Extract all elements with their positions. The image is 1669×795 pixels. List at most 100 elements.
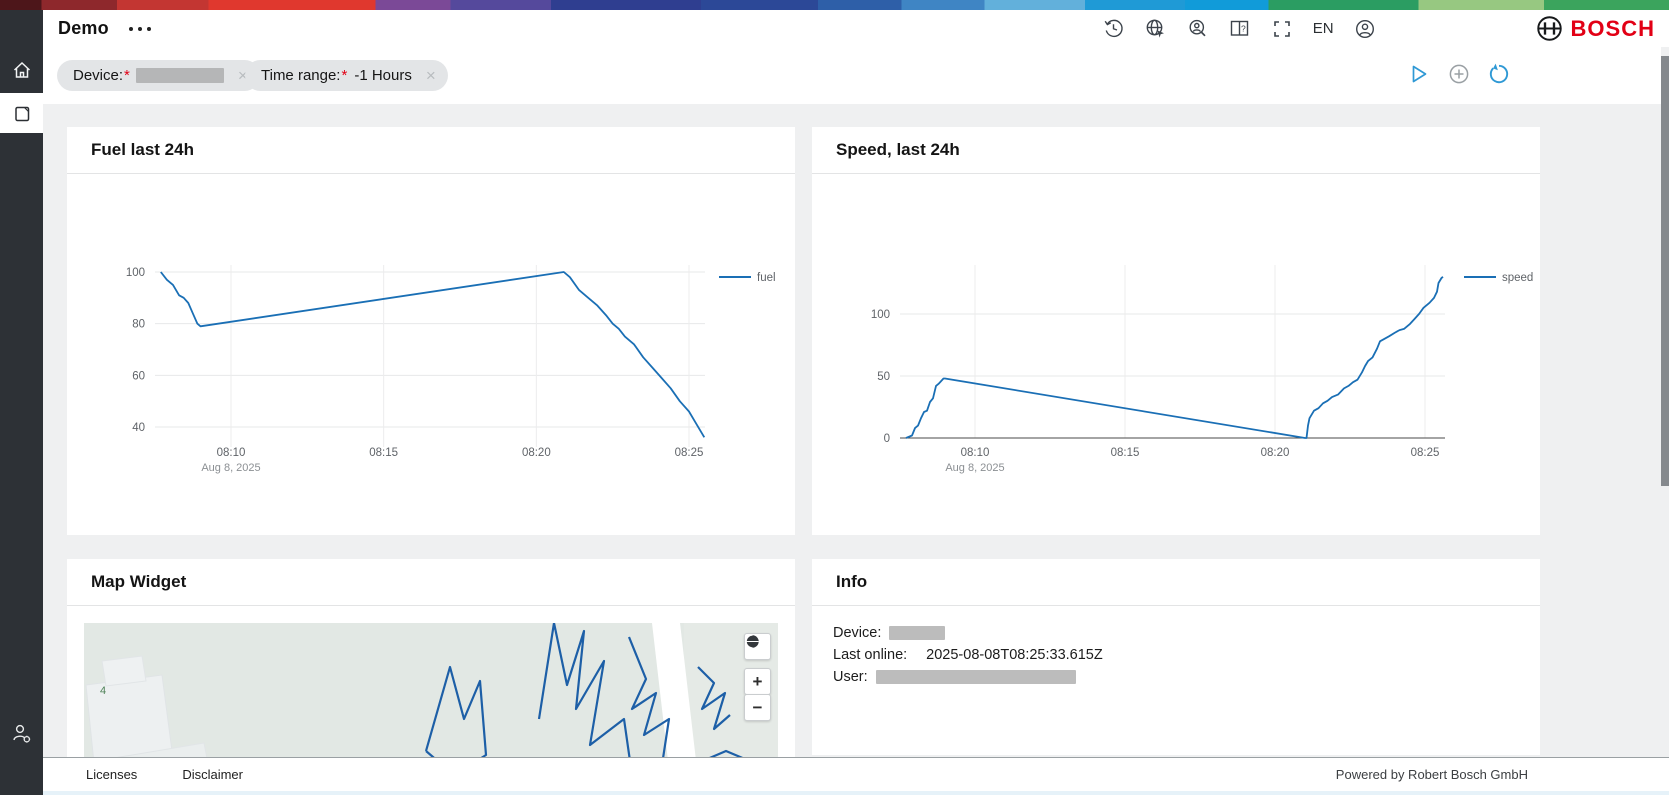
- svg-text:08:10: 08:10: [961, 447, 990, 459]
- history-icon: [1104, 19, 1123, 38]
- svg-text:100: 100: [126, 267, 145, 279]
- info-row-user: User:: [833, 669, 1076, 685]
- run-button[interactable]: [1406, 61, 1432, 87]
- sidebar: [0, 10, 43, 795]
- required-mark: *: [124, 67, 130, 84]
- scrollbar-thumb[interactable]: [1661, 56, 1669, 486]
- svg-text:80: 80: [132, 319, 145, 331]
- svg-text:08:20: 08:20: [522, 447, 551, 459]
- svg-text:08:25: 08:25: [675, 447, 704, 459]
- svg-text:08:10: 08:10: [217, 447, 246, 459]
- sidebar-item-user-settings[interactable]: [0, 710, 43, 756]
- widget-title: Map Widget: [91, 572, 187, 591]
- widget-header: Info: [812, 559, 1540, 606]
- bottom-accent-strip: [43, 790, 1669, 795]
- map-zoom-in-button[interactable]: +: [744, 668, 771, 695]
- map-zoom-out-button[interactable]: −: [744, 694, 771, 721]
- widget-title: Fuel last 24h: [91, 140, 194, 159]
- chip-value: -1 Hours: [354, 67, 412, 84]
- map-road-label: 4: [100, 685, 107, 697]
- svg-text:fuel: fuel: [757, 272, 776, 284]
- svg-text:60: 60: [132, 370, 145, 382]
- user-gear-icon: [12, 724, 30, 743]
- page-title: Demo: [58, 18, 109, 38]
- svg-text:0: 0: [884, 433, 890, 445]
- speed-line-chart: 0 50 100 08:10 Aug 8, 2025 08:15 08:20 08:25 spe…: [871, 265, 1533, 474]
- bosch-symbol-icon: [1536, 16, 1562, 41]
- svg-text:08:20: 08:20: [1261, 447, 1290, 459]
- bosch-supergraphic-strip: [0, 0, 1669, 10]
- bosch-logo: BOSCH: [1536, 15, 1655, 42]
- info-label: Device:: [833, 625, 882, 641]
- redacted-value: [889, 626, 946, 640]
- info-row-device: Device:: [833, 625, 946, 641]
- chip-label: Device:: [73, 67, 124, 84]
- svg-text:40: 40: [132, 422, 145, 434]
- play-icon: [1412, 65, 1427, 83]
- refresh-button[interactable]: [1486, 61, 1512, 87]
- required-mark: *: [341, 67, 348, 84]
- page-icon: [14, 106, 29, 122]
- fullscreen-icon: [1273, 20, 1290, 37]
- svg-text:100: 100: [871, 309, 890, 321]
- disclaimer-link[interactable]: Disclaimer: [182, 767, 243, 782]
- account-icon: [1355, 19, 1374, 38]
- help-docs-button[interactable]: ?: [1219, 14, 1261, 44]
- sidebar-item-dashboards[interactable]: [0, 93, 43, 133]
- home-icon: [13, 61, 30, 78]
- refresh-icon: [1489, 63, 1509, 84]
- language-globe-button[interactable]: [1135, 14, 1177, 44]
- widget-header: Speed, last 24h: [812, 127, 1540, 174]
- widget-title: Speed, last 24h: [836, 140, 960, 159]
- header-actions: ? EN: [1093, 10, 1669, 47]
- info-label: User:: [833, 669, 868, 685]
- widget-title: Info: [836, 572, 868, 591]
- chip-label: Time range:: [261, 67, 341, 84]
- svg-text:08:15: 08:15: [369, 447, 398, 459]
- svg-text:08:15: 08:15: [1111, 447, 1140, 459]
- info-label: Last online:: [833, 647, 908, 663]
- filter-chip-device[interactable]: Device: * ×: [57, 60, 260, 91]
- filter-actions: [1406, 61, 1512, 87]
- book-question-icon: ?: [1231, 20, 1249, 36]
- app-header: Demo: [43, 10, 1669, 48]
- widget-info: Info Device: Last online: 2025-08-08T08:…: [812, 559, 1540, 755]
- chip-close-icon[interactable]: ×: [237, 66, 248, 85]
- svg-text:50: 50: [877, 371, 890, 383]
- sidebar-item-home[interactable]: [0, 50, 43, 90]
- widget-speed-chart: Speed, last 24h 0 50 100 08:10 Aug 8, 2025 08…: [812, 127, 1540, 535]
- bosch-logo-text: BOSCH: [1570, 15, 1655, 41]
- info-row-last-online: Last online: 2025-08-08T08:25:33.615Z: [833, 647, 1103, 663]
- licenses-link[interactable]: Licenses: [86, 767, 138, 782]
- powered-by-text: Powered by Robert Bosch GmbH: [1335, 767, 1528, 782]
- language-selector[interactable]: EN: [1312, 20, 1334, 37]
- fullscreen-button[interactable]: [1261, 14, 1303, 44]
- user-search-button[interactable]: [1177, 14, 1219, 44]
- svg-text:Aug 8, 2025: Aug 8, 2025: [945, 462, 1004, 474]
- redacted-value: [875, 670, 1076, 684]
- fuel-line-chart: 40 60 80 100 08:10 Aug 8, 2025 08:15 08:20 08:25…: [126, 265, 776, 474]
- user-search-icon: [1189, 19, 1206, 37]
- globe-pointer-icon: [1146, 19, 1165, 38]
- add-widget-button[interactable]: [1446, 61, 1472, 87]
- svg-text:?: ?: [1241, 23, 1246, 33]
- redacted-value: [135, 68, 224, 83]
- more-options-button[interactable]: [128, 19, 151, 39]
- filter-bar: Device: * × Time range: * -1 Hours ×: [43, 47, 1669, 104]
- svg-text:Aug 8, 2025: Aug 8, 2025: [201, 462, 260, 474]
- filter-chip-time-range[interactable]: Time range: * -1 Hours ×: [245, 60, 448, 91]
- account-button[interactable]: [1344, 14, 1386, 44]
- footer: Licenses Disclaimer Powered by Robert Bo…: [43, 757, 1669, 791]
- map-layers-button[interactable]: [744, 633, 771, 660]
- widget-fuel-chart: Fuel last 24h 40 60 80 100 08:10 Aug 8, 2025 0…: [67, 127, 795, 535]
- globe-layers-icon: [745, 634, 759, 649]
- chip-close-icon[interactable]: ×: [425, 66, 436, 85]
- svg-text:speed: speed: [1502, 272, 1533, 284]
- svg-text:08:25: 08:25: [1411, 447, 1440, 459]
- history-button[interactable]: [1093, 14, 1135, 44]
- info-value: 2025-08-08T08:25:33.615Z: [926, 647, 1103, 663]
- widget-header: Fuel last 24h: [67, 127, 795, 174]
- plus-circle-icon: [1449, 64, 1469, 84]
- widget-header: Map Widget: [67, 559, 795, 606]
